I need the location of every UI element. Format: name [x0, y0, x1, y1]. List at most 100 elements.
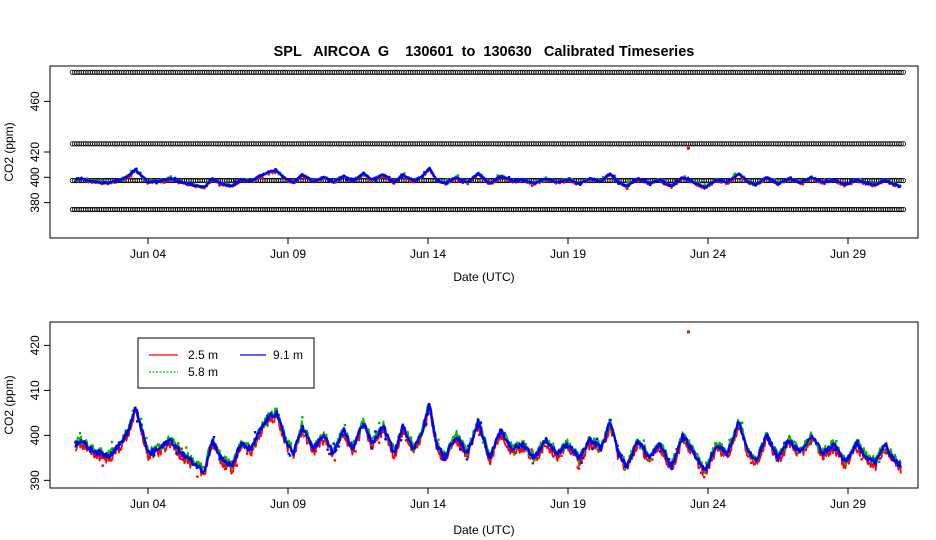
top-data-layer: [69, 69, 907, 213]
top-series-9-1m-point: [825, 178, 828, 181]
top-series-5-8m-point: [85, 177, 89, 180]
bottom-series-9-1m-point: [254, 431, 257, 434]
top-series-2-5m-point: [261, 176, 264, 180]
bottom-series-5-8m-point: [378, 421, 381, 425]
bottom-series-9-1m-point: [694, 453, 697, 456]
top-series-2-5m-point: [637, 180, 640, 183]
bottom-series-9-1m-point: [609, 419, 612, 422]
bottom-series-5-8m-point: [145, 436, 148, 440]
bottom-series-2-5m-point: [146, 454, 150, 458]
top-series-2-5m-point: [837, 182, 840, 185]
top-series-9-1m-point: [514, 178, 517, 181]
top-series-5-8m-point: [670, 183, 673, 186]
bottom-series-9-1m-point: [379, 432, 382, 435]
bottom-series-5-8m-point: [437, 438, 440, 441]
bottom-plot-frame: [49, 321, 919, 489]
bottom-panel: Jun 04 Jun 09 Jun 14 Jun 19 Jun 24 Jun 29 390…: [2, 321, 919, 537]
bottom-series-5-8m-point: [77, 443, 81, 447]
bottom-series-9-1m-point: [668, 457, 671, 461]
reference-point: [900, 206, 907, 213]
bottom-series-9-1m-point: [580, 461, 583, 464]
top-series-5-8m-point: [859, 177, 862, 181]
top-series-5-8m-point: [543, 180, 546, 183]
top-series-9-1m-point: [233, 183, 236, 186]
reference-point: [898, 206, 904, 213]
bottom-series-5-8m-point: [741, 421, 744, 424]
bottom-series-5-8m-point: [481, 441, 485, 444]
top-outlier-point: [686, 146, 690, 150]
top-series-5-8m-point: [403, 172, 406, 175]
reference-point: [900, 69, 907, 75]
bottom-x-tick-label: Jun 29: [830, 497, 866, 511]
top-series-9-1m-point: [461, 181, 464, 184]
top-series-9-1m-point: [400, 173, 403, 176]
bottom-series-9-1m-point: [360, 426, 364, 429]
bottom-series-2-5m-point: [196, 475, 199, 478]
top-series-5-8m-point: [169, 175, 172, 178]
bottom-series-5-8m-point: [289, 442, 293, 445]
bottom-series-9-1m-point: [337, 445, 340, 448]
top-x-tick-label: Jun 29: [830, 247, 866, 261]
bottom-series-5-8m-point: [638, 446, 642, 450]
top-series-5-8m-point: [773, 178, 776, 181]
top-series-9-1m-point: [617, 182, 620, 185]
top-series-9-1m-point: [351, 177, 355, 181]
top-series-5-8m-point: [734, 172, 737, 175]
top-series-9-1m-point: [572, 180, 575, 183]
bottom-series-9-1m-point: [153, 454, 156, 457]
bottom-series-5-8m-point: [532, 459, 536, 462]
top-series-9-1m-point: [674, 179, 677, 183]
bottom-series-9-1m-line: [74, 402, 903, 475]
top-series-9-1m-point: [135, 167, 138, 170]
bottom-series-2-5m-point: [176, 450, 179, 453]
bottom-series-9-1m-point: [218, 458, 221, 461]
top-series-9-1m-point: [155, 182, 158, 185]
reference-point: [898, 141, 904, 147]
bottom-series-9-1m-point: [833, 448, 836, 452]
top-series-5-8m-point: [456, 174, 460, 177]
bottom-series-2-5m-point: [257, 435, 260, 439]
top-series-2-5m-point: [267, 173, 270, 176]
bottom-series-2-5m-point: [246, 452, 249, 455]
top-series-9-1m-point: [349, 177, 353, 180]
top-series-9-1m-point: [480, 176, 483, 179]
reference-point: [900, 141, 907, 147]
top-y-tick-label: 460: [28, 91, 42, 111]
top-series-9-1m-point: [132, 169, 135, 173]
top-series-5-8m-point: [626, 181, 629, 184]
top-series-9-1m-point: [234, 180, 237, 183]
top-y-tick-label: 400: [28, 167, 42, 187]
bottom-series-9-1m-point: [287, 452, 290, 456]
top-series-9-1m-point: [400, 176, 404, 179]
top-series-2-5m-point: [457, 180, 460, 183]
bottom-series-5-8m-point: [367, 428, 370, 431]
bottom-series-9-1m-point: [582, 456, 585, 460]
bottom-series-5-8m-point: [78, 432, 82, 435]
bottom-series-9-1m-point: [596, 442, 599, 445]
bottom-series-5-8m-point: [705, 461, 708, 464]
top-series-5-8m-point: [496, 174, 499, 177]
top-series-9-1m-point: [568, 177, 571, 180]
top-series-5-8m-point: [570, 177, 573, 181]
bottom-series-9-1m-point: [399, 439, 403, 442]
bottom-series-5-8m-point: [883, 450, 886, 453]
top-series-9-1m-point: [210, 178, 214, 181]
bottom-series-5-8m-point: [744, 445, 747, 448]
top-series-9-1m-point: [423, 171, 426, 174]
top-series-9-1m-point: [631, 179, 634, 182]
bottom-outlier-point: [686, 330, 690, 334]
bottom-series-2-5m-point: [656, 449, 659, 452]
bottom-series-2-5m-point: [749, 461, 753, 465]
bottom-series-5-8m-point: [412, 450, 416, 453]
bottom-series-9-1m-point: [117, 446, 120, 449]
top-x-tick-label: Jun 04: [130, 247, 166, 261]
top-series-9-1m-point: [618, 180, 621, 184]
top-series-9-1m-point: [365, 174, 368, 178]
top-series-9-1m-point: [417, 177, 420, 181]
bottom-series-5-8m-point: [171, 438, 175, 441]
bottom-y-tick-label: 410: [28, 380, 42, 400]
bottom-series-5-8m-point: [577, 460, 580, 464]
top-series-9-1m-point: [579, 183, 582, 186]
bottom-series-5-8m-point: [266, 422, 269, 425]
top-series-2-5m-point: [129, 175, 133, 178]
